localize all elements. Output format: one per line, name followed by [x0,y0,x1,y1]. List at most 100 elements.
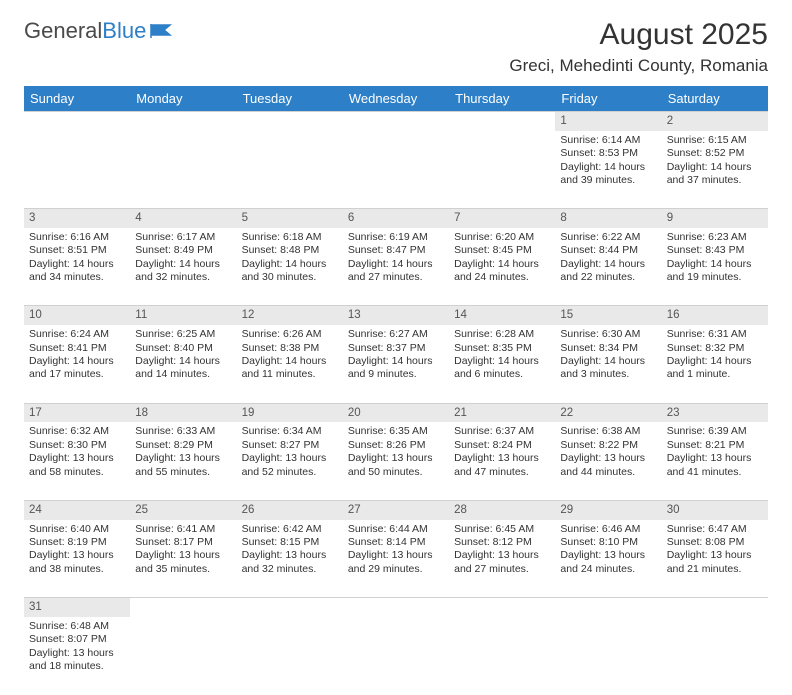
daylight-line: Daylight: 14 hours and 9 minutes. [348,355,444,382]
day-cell: Sunrise: 6:19 AMSunset: 8:47 PMDaylight:… [343,228,449,306]
day-header: Saturday [662,86,768,112]
day-number [130,598,236,617]
day-cell: Sunrise: 6:46 AMSunset: 8:10 PMDaylight:… [555,520,661,598]
day-number: 31 [24,598,130,617]
sunset-line: Sunset: 8:52 PM [667,147,763,160]
daylight-line: Daylight: 14 hours and 32 minutes. [135,258,231,285]
sunset-line: Sunset: 8:29 PM [135,439,231,452]
sunset-line: Sunset: 8:10 PM [560,536,656,549]
day-number: 7 [449,209,555,228]
daylight-line: Daylight: 14 hours and 37 minutes. [667,161,763,188]
day-number: 24 [24,500,130,519]
sunrise-line: Sunrise: 6:22 AM [560,231,656,244]
day-cell [237,131,343,209]
day-number: 22 [555,403,661,422]
day-cell: Sunrise: 6:23 AMSunset: 8:43 PMDaylight:… [662,228,768,306]
daylight-line: Daylight: 14 hours and 6 minutes. [454,355,550,382]
day-cell: Sunrise: 6:24 AMSunset: 8:41 PMDaylight:… [24,325,130,403]
content-row: Sunrise: 6:16 AMSunset: 8:51 PMDaylight:… [24,228,768,306]
daylight-line: Daylight: 13 hours and 21 minutes. [667,549,763,576]
sunset-line: Sunset: 8:48 PM [242,244,338,257]
sunrise-line: Sunrise: 6:15 AM [667,134,763,147]
sunset-line: Sunset: 8:21 PM [667,439,763,452]
sunset-line: Sunset: 8:32 PM [667,342,763,355]
sunrise-line: Sunrise: 6:26 AM [242,328,338,341]
day-number: 25 [130,500,236,519]
daylight-line: Daylight: 13 hours and 38 minutes. [29,549,125,576]
day-cell [662,617,768,695]
day-cell: Sunrise: 6:37 AMSunset: 8:24 PMDaylight:… [449,422,555,500]
daynum-row: 17181920212223 [24,403,768,422]
sunrise-line: Sunrise: 6:45 AM [454,523,550,536]
sunrise-line: Sunrise: 6:25 AM [135,328,231,341]
day-number: 20 [343,403,449,422]
sunset-line: Sunset: 8:24 PM [454,439,550,452]
sunrise-line: Sunrise: 6:17 AM [135,231,231,244]
daylight-line: Daylight: 14 hours and 3 minutes. [560,355,656,382]
day-cell [343,131,449,209]
day-number [555,598,661,617]
daylight-line: Daylight: 13 hours and 58 minutes. [29,452,125,479]
sunrise-line: Sunrise: 6:23 AM [667,231,763,244]
day-cell [449,131,555,209]
day-header: Sunday [24,86,130,112]
day-cell: Sunrise: 6:42 AMSunset: 8:15 PMDaylight:… [237,520,343,598]
daylight-line: Daylight: 13 hours and 27 minutes. [454,549,550,576]
sunset-line: Sunset: 8:41 PM [29,342,125,355]
day-number: 5 [237,209,343,228]
daynum-row: 12 [24,112,768,131]
sunset-line: Sunset: 8:40 PM [135,342,231,355]
sunrise-line: Sunrise: 6:47 AM [667,523,763,536]
flag-icon [150,22,174,40]
day-header: Wednesday [343,86,449,112]
day-cell [449,617,555,695]
daynum-row: 24252627282930 [24,500,768,519]
sunset-line: Sunset: 8:17 PM [135,536,231,549]
day-cell: Sunrise: 6:32 AMSunset: 8:30 PMDaylight:… [24,422,130,500]
sunset-line: Sunset: 8:19 PM [29,536,125,549]
content-row: Sunrise: 6:32 AMSunset: 8:30 PMDaylight:… [24,422,768,500]
sunset-line: Sunset: 8:38 PM [242,342,338,355]
day-cell: Sunrise: 6:27 AMSunset: 8:37 PMDaylight:… [343,325,449,403]
logo-word2: Blue [102,18,146,43]
sunset-line: Sunset: 8:47 PM [348,244,444,257]
day-cell: Sunrise: 6:35 AMSunset: 8:26 PMDaylight:… [343,422,449,500]
day-number: 27 [343,500,449,519]
sunrise-line: Sunrise: 6:39 AM [667,425,763,438]
day-number: 11 [130,306,236,325]
daylight-line: Daylight: 13 hours and 47 minutes. [454,452,550,479]
day-number: 12 [237,306,343,325]
sunrise-line: Sunrise: 6:19 AM [348,231,444,244]
sunrise-line: Sunrise: 6:33 AM [135,425,231,438]
day-cell: Sunrise: 6:41 AMSunset: 8:17 PMDaylight:… [130,520,236,598]
sunset-line: Sunset: 8:45 PM [454,244,550,257]
day-number: 28 [449,500,555,519]
sunset-line: Sunset: 8:44 PM [560,244,656,257]
sunset-line: Sunset: 8:12 PM [454,536,550,549]
sunrise-line: Sunrise: 6:37 AM [454,425,550,438]
day-number: 30 [662,500,768,519]
day-cell: Sunrise: 6:38 AMSunset: 8:22 PMDaylight:… [555,422,661,500]
day-number: 16 [662,306,768,325]
sunset-line: Sunset: 8:22 PM [560,439,656,452]
sunrise-line: Sunrise: 6:41 AM [135,523,231,536]
day-header: Thursday [449,86,555,112]
day-number [237,598,343,617]
daylight-line: Daylight: 14 hours and 27 minutes. [348,258,444,285]
sunset-line: Sunset: 8:35 PM [454,342,550,355]
day-number: 17 [24,403,130,422]
daylight-line: Daylight: 14 hours and 17 minutes. [29,355,125,382]
day-number: 18 [130,403,236,422]
day-cell: Sunrise: 6:25 AMSunset: 8:40 PMDaylight:… [130,325,236,403]
daylight-line: Daylight: 14 hours and 34 minutes. [29,258,125,285]
sunrise-line: Sunrise: 6:46 AM [560,523,656,536]
day-cell: Sunrise: 6:26 AMSunset: 8:38 PMDaylight:… [237,325,343,403]
sunrise-line: Sunrise: 6:32 AM [29,425,125,438]
day-cell: Sunrise: 6:30 AMSunset: 8:34 PMDaylight:… [555,325,661,403]
day-cell: Sunrise: 6:47 AMSunset: 8:08 PMDaylight:… [662,520,768,598]
day-number: 19 [237,403,343,422]
daylight-line: Daylight: 14 hours and 1 minute. [667,355,763,382]
day-number: 4 [130,209,236,228]
daylight-line: Daylight: 14 hours and 39 minutes. [560,161,656,188]
content-row: Sunrise: 6:40 AMSunset: 8:19 PMDaylight:… [24,520,768,598]
